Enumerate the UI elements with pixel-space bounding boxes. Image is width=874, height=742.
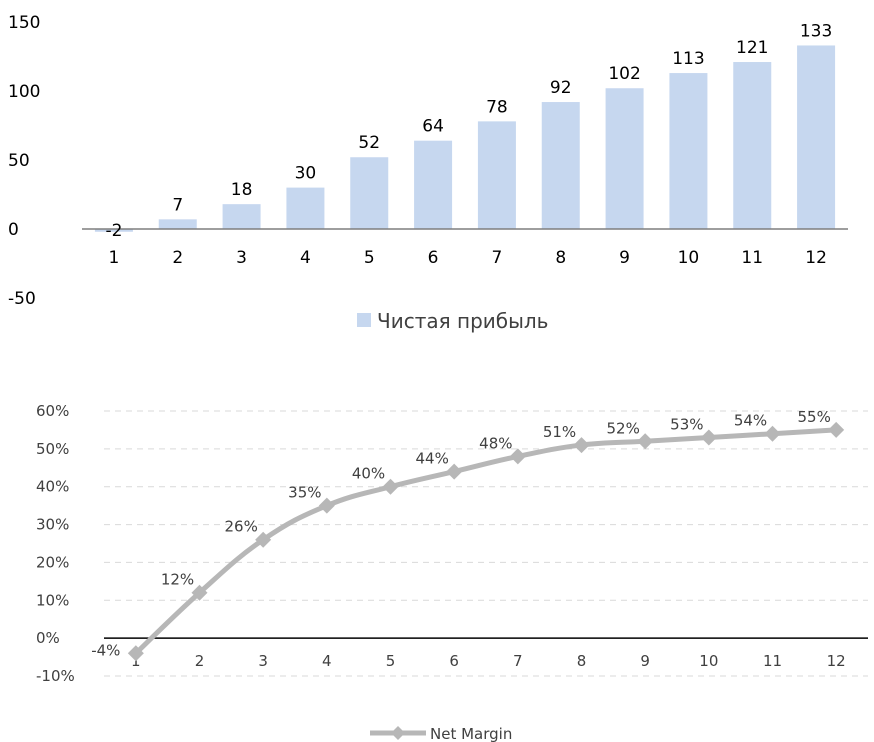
x-tick-label: 5 (364, 248, 375, 268)
x-tick-label: 7 (513, 652, 523, 670)
bar (477, 121, 516, 229)
y-tick-label: 30% (36, 516, 69, 534)
data-point-marker (318, 497, 335, 514)
data-label: 55% (797, 408, 830, 426)
x-tick-label: 5 (386, 652, 396, 670)
legend-label: Net Margin (430, 725, 512, 742)
y-tick-label: -50 (8, 289, 36, 309)
series-line-net-margin (134, 427, 837, 656)
x-tick-label: 10 (699, 652, 718, 670)
y-tick-label: 20% (36, 553, 69, 571)
bar-value-label: 78 (486, 97, 508, 117)
y-tick-label: -10% (36, 667, 75, 685)
data-label: 48% (479, 434, 512, 452)
x-tick-label: 6 (449, 652, 459, 670)
data-label: 40% (352, 465, 385, 483)
x-tick-label: 3 (236, 248, 247, 268)
legend-label: Чистая прибыль (377, 309, 548, 333)
x-tick-label: 4 (300, 248, 311, 268)
bar (286, 187, 325, 229)
x-tick-label: 8 (577, 652, 587, 670)
data-point-marker (637, 433, 654, 450)
bar (733, 62, 772, 229)
x-tick-label: 10 (678, 248, 700, 268)
data-label: 12% (161, 571, 194, 589)
data-point-marker (191, 584, 208, 601)
data-label: 35% (288, 484, 321, 502)
bar (414, 140, 453, 229)
bar (350, 157, 389, 229)
bar (605, 88, 644, 230)
x-tick-label: 9 (619, 248, 630, 268)
x-tick-label: 1 (109, 248, 120, 268)
net-margin-line-chart: 60%50%40%30%20%10%0%-10%123456789101112-… (36, 402, 868, 742)
y-tick-label: 10% (36, 591, 69, 609)
bar-value-label: 92 (550, 78, 572, 98)
bar-value-label: 133 (800, 21, 832, 41)
data-point-marker (127, 645, 144, 662)
y-tick-label: 50 (8, 151, 30, 171)
data-point-marker (446, 463, 463, 480)
y-tick-label: 150 (8, 13, 40, 33)
x-tick-label: 3 (258, 652, 268, 670)
y-tick-label: 0% (36, 629, 60, 647)
bar (94, 229, 133, 232)
legend-swatch (357, 313, 371, 327)
bar-value-label: 113 (672, 49, 704, 69)
data-point-marker (764, 425, 781, 442)
bar-value-label: -2 (105, 221, 122, 241)
bar-value-label: 102 (608, 64, 640, 84)
data-point-marker (509, 448, 526, 465)
y-tick-label: 60% (36, 402, 69, 420)
bar-value-label: 52 (358, 133, 380, 153)
x-tick-label: 7 (492, 248, 503, 268)
y-tick-label: 50% (36, 440, 69, 458)
y-tick-label: 100 (8, 82, 40, 102)
data-point-marker (700, 429, 717, 446)
y-tick-label: 40% (36, 478, 69, 496)
data-label: -4% (91, 641, 120, 659)
legend-marker (391, 726, 405, 740)
net-profit-bar-chart: 150 100 50 0 -50 1 -2 2 7 3 18 4 30 5 52 6 64 7 78 8 92 9 102 1… (8, 13, 848, 333)
bar (669, 73, 708, 229)
x-tick-label: 12 (805, 248, 827, 268)
data-label: 51% (543, 423, 576, 441)
data-label: 53% (670, 416, 703, 434)
x-tick-label: 11 (763, 652, 782, 670)
bar (797, 45, 836, 230)
x-tick-label: 8 (555, 248, 566, 268)
bar-value-label: 18 (231, 180, 253, 200)
data-label: 54% (734, 412, 767, 430)
bar (158, 219, 197, 229)
x-tick-label: 4 (322, 652, 332, 670)
data-label: 44% (415, 450, 448, 468)
bar-value-label: 121 (736, 38, 768, 58)
data-point-marker (382, 478, 399, 495)
data-label: 52% (606, 419, 639, 437)
x-tick-label: 2 (195, 652, 205, 670)
data-point-marker (255, 531, 272, 548)
x-tick-label: 6 (428, 248, 439, 268)
data-label: 26% (224, 518, 257, 536)
bar (541, 102, 580, 229)
x-tick-label: 2 (172, 248, 183, 268)
x-tick-label: 11 (741, 248, 763, 268)
y-tick-label: 0 (8, 220, 19, 240)
bar-value-label: 7 (172, 195, 183, 215)
data-point-marker (828, 421, 845, 438)
data-point-marker (573, 437, 590, 454)
x-tick-label: 9 (640, 652, 650, 670)
bar-value-label: 64 (422, 117, 444, 137)
x-tick-label: 12 (827, 652, 846, 670)
bar (222, 204, 261, 229)
bar-value-label: 30 (295, 164, 317, 184)
